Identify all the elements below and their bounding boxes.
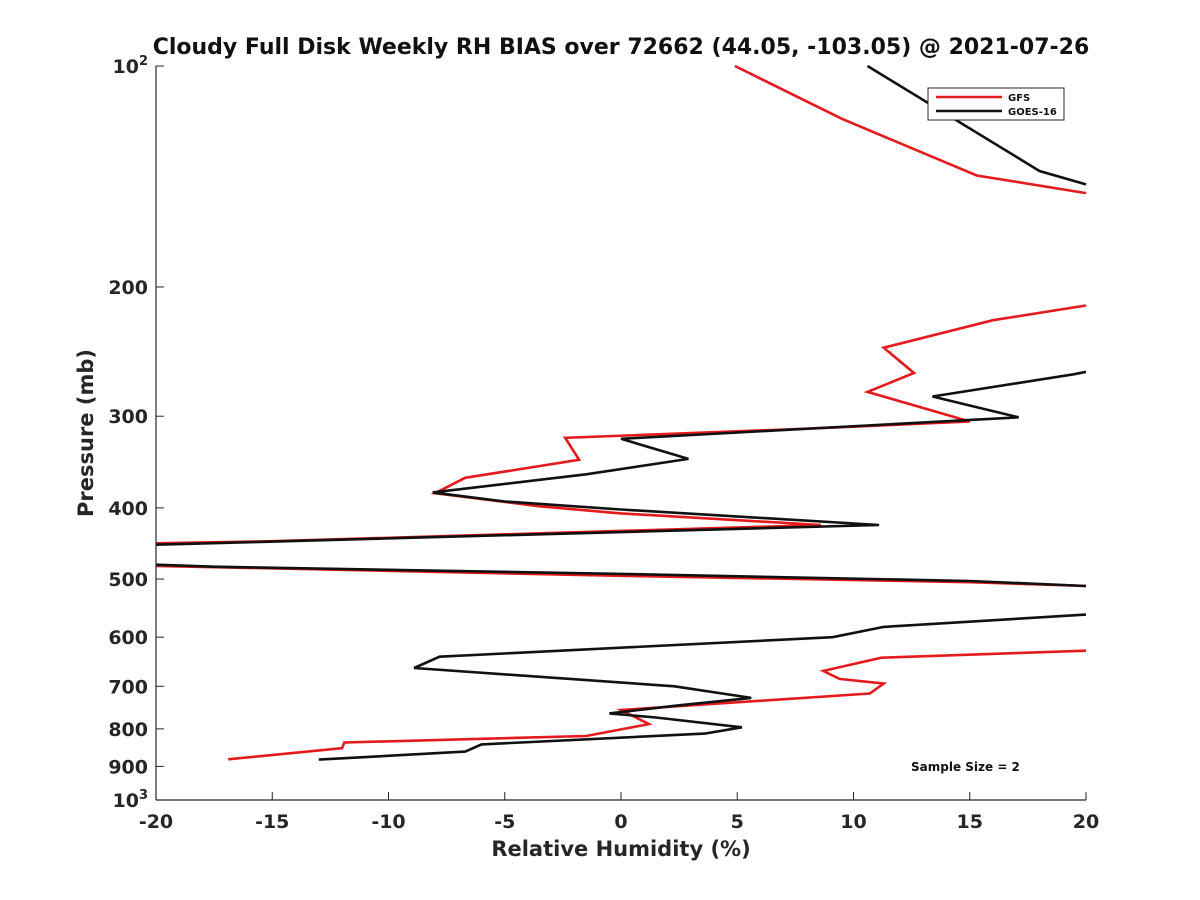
x-tick-label: 0 bbox=[614, 811, 627, 833]
plot-area: -20 -15 -10 -5 0 5 10 15 20 102 200 300 400 500 600 70… bbox=[108, 54, 1099, 833]
x-tick-label: 5 bbox=[731, 811, 744, 833]
y-tick-label: 103 bbox=[113, 788, 149, 812]
y-tick-label: 900 bbox=[108, 756, 148, 778]
x-tick-label: 10 bbox=[840, 811, 866, 833]
y-tick-label: 600 bbox=[108, 627, 148, 649]
y-tick-label: 400 bbox=[108, 498, 148, 520]
x-tick-label: 15 bbox=[957, 811, 983, 833]
series-layer bbox=[155, 64, 1087, 761]
sample-size-annotation: Sample Size = 2 bbox=[911, 760, 1020, 774]
y-tick-label: 700 bbox=[108, 676, 148, 698]
x-ticks: -20 -15 -10 -5 0 5 10 15 20 bbox=[139, 792, 1099, 833]
series-line-gfs bbox=[155, 64, 1087, 761]
x-axis-label: Relative Humidity (%) bbox=[491, 837, 750, 861]
x-tick-label: 20 bbox=[1073, 811, 1099, 833]
y-tick-label: 200 bbox=[108, 277, 148, 299]
legend-label-gfs: GFS bbox=[1008, 93, 1030, 104]
legend-label-goes16: GOES-16 bbox=[1008, 107, 1057, 118]
y-tick-label: 500 bbox=[108, 569, 148, 591]
series-line-goes-16 bbox=[155, 64, 1087, 761]
y-tick-label: 102 bbox=[113, 54, 149, 78]
legend-box bbox=[927, 87, 1065, 121]
y-axis-label: Pressure (mb) bbox=[74, 349, 98, 517]
x-tick-label: -5 bbox=[494, 811, 515, 833]
plot-frame bbox=[156, 66, 1086, 800]
x-tick-label: -20 bbox=[139, 811, 173, 833]
y-tick-label: 800 bbox=[108, 719, 148, 741]
x-tick-label: -15 bbox=[255, 811, 289, 833]
y-ticks: 102 200 300 400 500 600 700 800 900 103 bbox=[108, 54, 164, 812]
legend: GFS GOES-16 bbox=[927, 87, 1065, 121]
y-tick-label: 300 bbox=[108, 406, 148, 428]
chart-title: Cloudy Full Disk Weekly RH BIAS over 726… bbox=[153, 35, 1090, 60]
x-tick-label: -10 bbox=[371, 811, 405, 833]
